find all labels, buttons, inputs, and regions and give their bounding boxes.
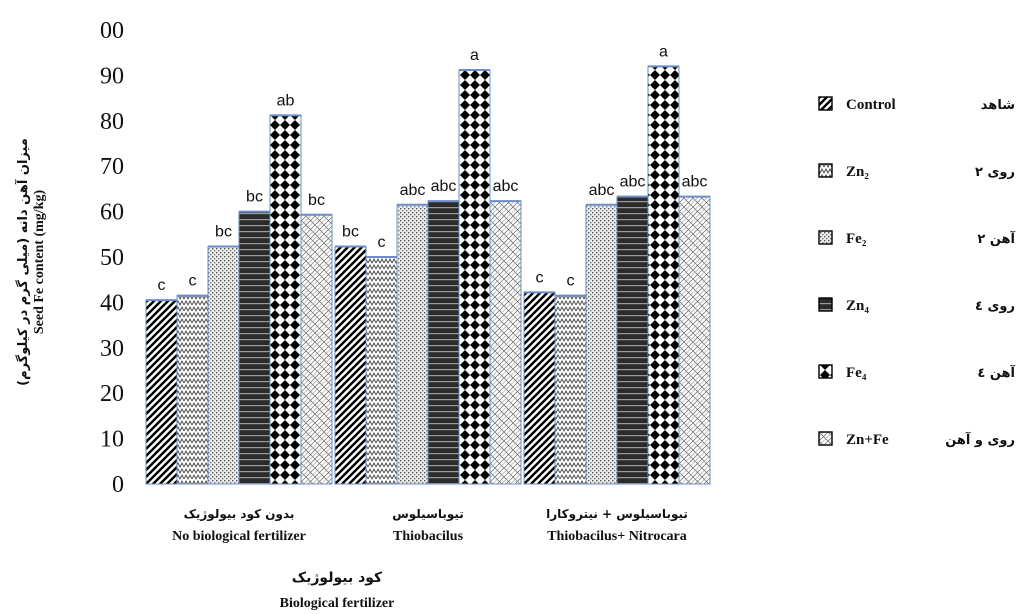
bar bbox=[145, 299, 178, 485]
bar bbox=[365, 256, 398, 485]
legend-label-en: Zn+Fe bbox=[846, 432, 889, 448]
category-label-en: Thiobacilus bbox=[393, 529, 464, 544]
bar bbox=[176, 295, 209, 485]
category-label-fa: تیوباسیلوس + نیتروکارا bbox=[546, 507, 688, 522]
y-tick-label: 90 bbox=[100, 63, 124, 89]
significance-letter: c bbox=[567, 273, 575, 290]
category-label-fa: تیوباسیلوس bbox=[392, 507, 464, 522]
legend-swatch bbox=[818, 163, 833, 178]
category-label-en: No biological fertilizer bbox=[172, 529, 306, 544]
significance-letter: abc bbox=[493, 178, 519, 195]
legend-label-en: Fe₄ bbox=[846, 365, 867, 381]
legend-swatch bbox=[818, 96, 833, 111]
y-tick-label: 30 bbox=[100, 336, 124, 362]
legend-label-fa: آهن ۲ bbox=[977, 230, 1015, 247]
y-tick-label: 20 bbox=[100, 381, 124, 407]
significance-letter: c bbox=[378, 234, 386, 251]
y-tick-label: 60 bbox=[100, 200, 124, 226]
significance-letter: bc bbox=[215, 224, 232, 241]
bar bbox=[334, 246, 367, 485]
significance-letter: abc bbox=[620, 174, 646, 191]
bar bbox=[300, 214, 333, 485]
significance-letter: abc bbox=[431, 178, 457, 195]
legend-swatch bbox=[818, 297, 833, 312]
significance-letter: c bbox=[189, 273, 197, 290]
bar bbox=[554, 295, 587, 485]
bar bbox=[616, 196, 649, 485]
legend-label-en: Zn₂ bbox=[846, 164, 869, 180]
significance-letter: bc bbox=[246, 189, 263, 206]
bar bbox=[238, 211, 271, 485]
y-tick-label: 10 bbox=[100, 427, 124, 453]
bar bbox=[647, 65, 680, 485]
significance-letter: c bbox=[536, 269, 544, 286]
significance-letter: abc bbox=[589, 182, 615, 199]
bar bbox=[427, 200, 460, 485]
category-label-fa: بدون کود بیولوژیک bbox=[184, 507, 295, 522]
category-label-en: Thiobacilus+ Nitrocara bbox=[547, 529, 687, 544]
significance-letter: bc bbox=[342, 224, 359, 241]
bar bbox=[585, 204, 618, 485]
legend-swatch bbox=[818, 431, 833, 446]
legend-label-fa: روی و آهن bbox=[945, 431, 1015, 448]
significance-letter: abc bbox=[682, 174, 708, 191]
y-tick-label: 40 bbox=[100, 290, 124, 316]
legend-label-en: Zn₄ bbox=[846, 298, 869, 314]
legend-label-en: Control bbox=[846, 97, 896, 113]
y-tick-label: 50 bbox=[100, 245, 124, 271]
significance-letter: ab bbox=[277, 92, 295, 109]
significance-letter: abc bbox=[400, 182, 426, 199]
bar bbox=[523, 291, 556, 485]
legend-label-fa: روی ٤ bbox=[975, 299, 1015, 314]
bar bbox=[489, 200, 522, 485]
legend-label-fa: آهن ٤ bbox=[977, 364, 1015, 381]
bar bbox=[207, 246, 240, 485]
x-axis-title-en: Biological fertilizer bbox=[280, 596, 395, 611]
legend-label-fa: روی ۲ bbox=[975, 165, 1015, 180]
x-axis-title-fa: کود بیولوژیک bbox=[292, 570, 383, 586]
y-tick-label: 00 bbox=[100, 18, 124, 44]
bar bbox=[269, 114, 302, 485]
y-tick-label: 0 bbox=[112, 472, 124, 498]
legend-label-fa: شاهد bbox=[981, 98, 1015, 113]
y-tick-label: 80 bbox=[100, 109, 124, 135]
legend-label-en: Fe₂ bbox=[846, 231, 867, 247]
significance-letter: a bbox=[470, 47, 479, 64]
y-tick-label: 70 bbox=[100, 154, 124, 180]
significance-letter: a bbox=[659, 43, 668, 60]
legend-swatch bbox=[818, 364, 833, 379]
bar bbox=[396, 204, 429, 485]
legend-swatch bbox=[818, 230, 833, 245]
bar bbox=[458, 69, 491, 485]
significance-letter: bc bbox=[308, 192, 325, 209]
significance-letter: c bbox=[158, 277, 166, 294]
bar bbox=[678, 196, 711, 485]
